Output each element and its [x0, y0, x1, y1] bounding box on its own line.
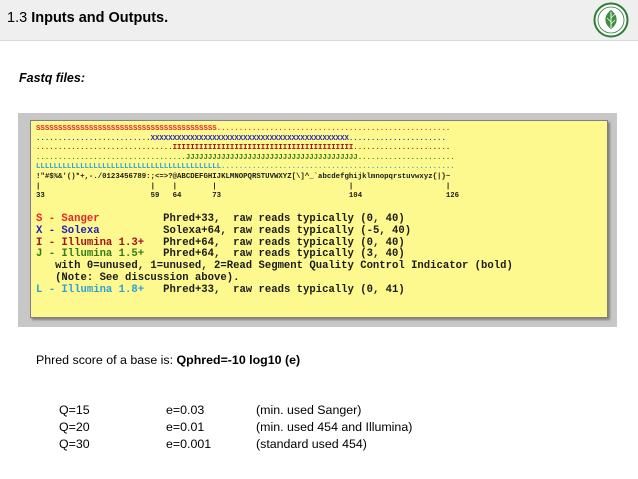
slide-title: 1.3 Inputs and Outputs.	[7, 10, 168, 26]
legend-solexa-desc: Solexa+64, raw reads typically (-5, 40)	[163, 224, 412, 237]
legend-solexa-key: X - Solexa	[36, 224, 100, 237]
example-e: e=0.03	[166, 403, 205, 417]
section-number: 1.3	[7, 10, 28, 26]
illumina13-range-line: ...............................IIIIIIIII…	[36, 144, 451, 153]
fastq-subtitle: Fastq files:	[19, 71, 85, 85]
quality-encoding-box	[30, 120, 608, 318]
legend-note-1: with 0=unused, 1=unused, 2=Read Segment …	[36, 260, 513, 273]
legend-sanger-key: S - Sanger	[36, 213, 100, 225]
legend-note-2: (Note: See discussion above).	[36, 271, 240, 284]
section-title: Inputs and Outputs.	[31, 10, 169, 26]
phred-formula: Qphred=-10 log10 (e)	[176, 353, 301, 367]
legend-illumina18-key: L - Illumina 1.8+	[36, 283, 145, 296]
sanger-range-line: SSSSSSSSSSSSSSSSSSSSSSSSSSSSSSSSSSSSSSSS…	[36, 125, 451, 133]
example-note: (min. used Sanger)	[256, 403, 362, 417]
example-note: (standard used 454)	[256, 437, 367, 451]
legend-illumina18-desc: Phred+33, raw reads typically (0, 41)	[163, 283, 405, 296]
legend-illumina15-key: J - Illumina 1.5+	[36, 248, 145, 261]
legend-sanger-desc: Phred+33, raw reads typically (0, 40)	[163, 213, 405, 225]
leaf-emblem-icon	[593, 2, 629, 38]
ascii-markers-line: | | | | | |	[36, 182, 451, 191]
ascii-codes-line: 33 59 64 73 104 126	[36, 192, 460, 201]
solexa-range-line: ..........................XXXXXXXXXXXXXX…	[36, 134, 446, 143]
ascii-characters-line: !"#$%&'()*+,-./0123456789:;<=>?@ABCDEFGH…	[36, 172, 451, 181]
encoding-legend: S - Sanger Phred+33, raw reads typically…	[36, 213, 513, 297]
example-q: Q=20	[59, 420, 90, 434]
encoding-chart: SSSSSSSSSSSSSSSSSSSSSSSSSSSSSSSSSSSSSSSS…	[36, 125, 459, 202]
illumina15-range-line: ..................................JJJJJJ…	[36, 153, 455, 162]
example-e: e=0.01	[166, 420, 205, 434]
example-e: e=0.001	[166, 437, 212, 451]
example-q: Q=30	[59, 437, 90, 451]
illumina18-range-line: LLLLLLLLLLLLLLLLLLLLLLLLLLLLLLLLLLLLLLLL…	[36, 163, 455, 172]
slide-header: 1.3 Inputs and Outputs.	[0, 0, 638, 41]
example-q: Q=15	[59, 403, 90, 417]
example-note: (min. used 454 and Illumina)	[256, 420, 413, 434]
legend-illumina13-key: I - Illumina 1.3+	[36, 236, 145, 249]
phred-definition: Phred score of a base is: Qphred=-10 log…	[36, 353, 300, 367]
legend-illumina15-desc: Phred+64, raw reads typically (3, 40)	[163, 248, 405, 261]
legend-illumina13-desc: Phred+64, raw reads typically (0, 40)	[163, 236, 405, 249]
phred-lead-text: Phred score of a base is:	[36, 353, 177, 367]
